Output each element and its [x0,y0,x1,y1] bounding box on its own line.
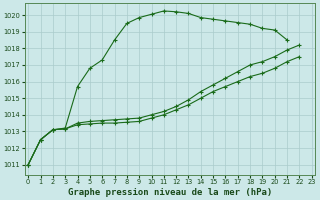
X-axis label: Graphe pression niveau de la mer (hPa): Graphe pression niveau de la mer (hPa) [68,188,272,197]
